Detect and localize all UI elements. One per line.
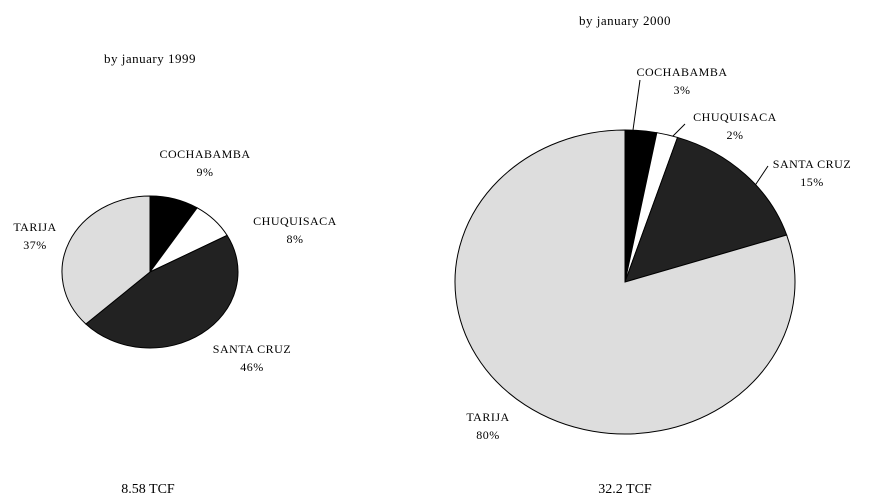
slice-value-label: 3% [674,83,691,97]
chart-caption: 8.58 TCF [121,482,175,497]
slice-label: TARIJA [13,220,56,234]
slice-label: COCHABAMBA [636,65,727,79]
slice-value-label: 9% [197,165,214,179]
pie-slice [454,129,796,435]
slice-label: SANTA CRUZ [213,342,291,356]
chart-caption: 32.2 TCF [598,482,652,497]
pie-slice [61,195,151,325]
slice-value-label: 15% [800,175,824,189]
slice-value-label: 37% [23,238,47,252]
pie-slice [624,136,788,283]
slice-label: CHUQUISACA [253,214,337,228]
leader-line [632,79,641,131]
slice-value-label: 2% [727,128,744,142]
slice-label: CHUQUISACA [693,110,777,124]
slice-value-label: 80% [476,428,500,442]
slice-value-label: 46% [240,360,264,374]
chart-title: by january 2000 [579,13,671,28]
slice-label: COCHABAMBA [159,147,250,161]
slice-value-label: 8% [287,232,304,246]
slice-label: SANTA CRUZ [773,157,851,171]
pie-slice [85,234,239,349]
slice-label: TARIJA [466,410,509,424]
chart-title: by january 1999 [104,51,196,66]
